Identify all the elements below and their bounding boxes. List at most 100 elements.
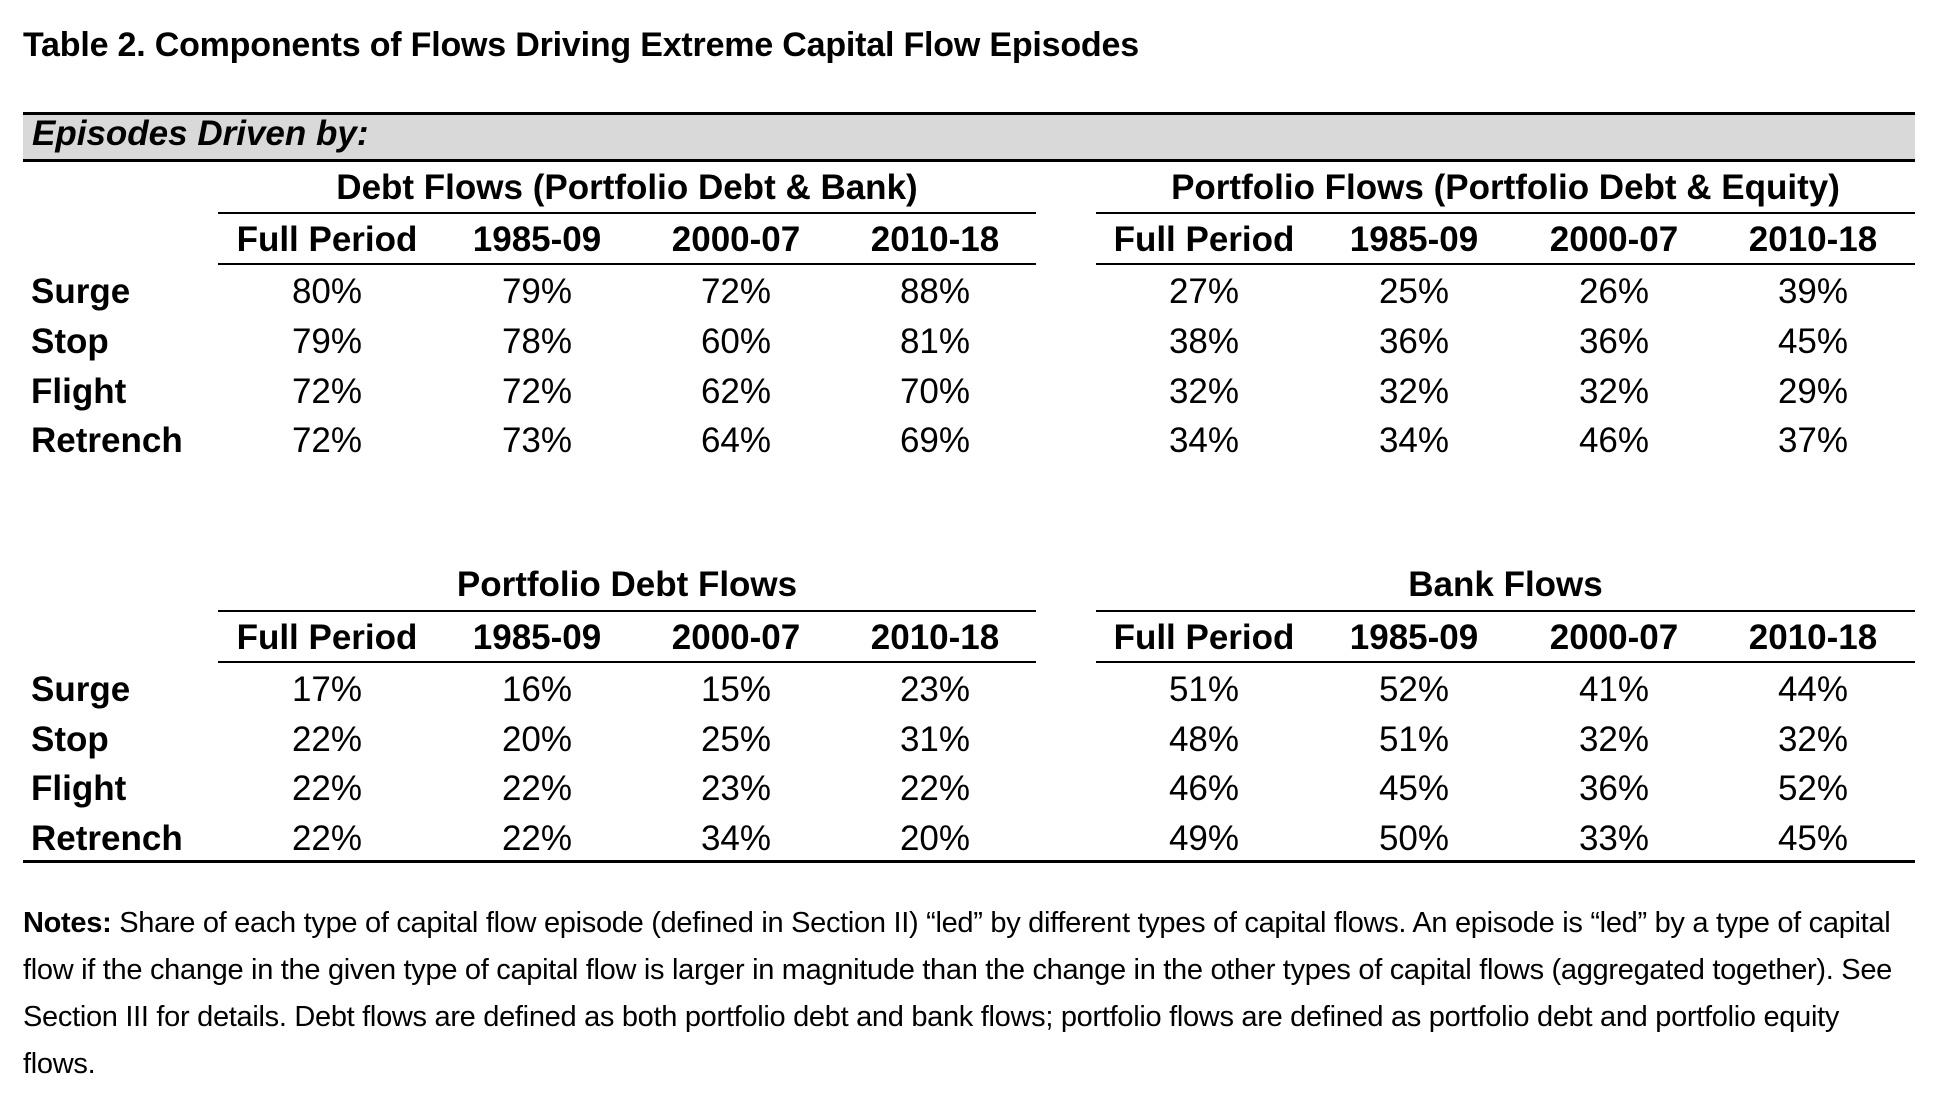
table-cell: 38%: [1168, 322, 1240, 361]
table-cell: 73%: [501, 421, 573, 460]
table-cell: 48%: [1168, 720, 1240, 759]
column-header: 2010-18: [1748, 220, 1878, 259]
column-header: 2010-18: [870, 220, 1000, 259]
panel-title: Portfolio Debt Flows: [456, 565, 798, 604]
table-cell: 27%: [1168, 272, 1240, 311]
table-cell: 36%: [1378, 322, 1450, 361]
table-cell: 22%: [501, 769, 573, 808]
table-cell: 31%: [899, 720, 971, 759]
table-cell: 50%: [1378, 819, 1450, 858]
row-label: Retrench: [31, 421, 183, 460]
table-cell: 15%: [700, 670, 772, 709]
table-cell: 33%: [1578, 819, 1650, 858]
column-header: 2000-07: [1549, 220, 1679, 259]
table-cell: 64%: [700, 421, 772, 460]
table-cell: 32%: [1168, 372, 1240, 411]
table-notes: Notes: Share of each type of capital flo…: [23, 900, 1913, 1088]
table-cell: 23%: [899, 670, 971, 709]
panel-title-rule: [1096, 610, 1915, 612]
row-label: Surge: [31, 670, 131, 709]
table-cell: 78%: [501, 322, 573, 361]
column-header-rule: [218, 263, 1036, 265]
episodes-band: [23, 115, 1915, 159]
bottom-rule: [23, 860, 1915, 863]
table-cell: 36%: [1578, 769, 1650, 808]
row-label: Surge: [31, 272, 131, 311]
table-cell: 32%: [1578, 720, 1650, 759]
column-header: 1985-09: [1349, 220, 1479, 259]
column-header: 2000-07: [1549, 618, 1679, 657]
table-cell: 52%: [1378, 670, 1450, 709]
table-cell: 49%: [1168, 819, 1240, 858]
row-label: Stop: [31, 322, 109, 361]
table-cell: 72%: [291, 372, 363, 411]
table-cell: 45%: [1777, 819, 1849, 858]
column-header: Full Period: [236, 618, 418, 657]
row-label: Flight: [31, 769, 127, 808]
table-cell: 26%: [1578, 272, 1650, 311]
column-header: Full Period: [1113, 618, 1295, 657]
table-title: Table 2. Components of Flows Driving Ext…: [23, 26, 1139, 64]
table-cell: 22%: [291, 769, 363, 808]
table-cell: 17%: [291, 670, 363, 709]
table-cell: 36%: [1578, 322, 1650, 361]
table-cell: 22%: [899, 769, 971, 808]
table-cell: 25%: [700, 720, 772, 759]
column-header: 2010-18: [1748, 618, 1878, 657]
table-cell: 41%: [1578, 670, 1650, 709]
panel-title: Bank Flows: [1408, 565, 1603, 604]
row-label: Stop: [31, 720, 109, 759]
table-cell: 72%: [501, 372, 573, 411]
table-cell: 32%: [1777, 720, 1849, 759]
table-cell: 22%: [291, 819, 363, 858]
table-cell: 29%: [1777, 372, 1849, 411]
band-bottom-rule: [23, 159, 1915, 162]
table-cell: 45%: [1777, 322, 1849, 361]
top-rule: [23, 112, 1915, 115]
column-header-rule: [1096, 263, 1915, 265]
column-header: 1985-09: [472, 618, 602, 657]
table-cell: 32%: [1378, 372, 1450, 411]
table-cell: 72%: [700, 272, 772, 311]
table-cell: 39%: [1777, 272, 1849, 311]
column-header: 1985-09: [1349, 618, 1479, 657]
table-cell: 51%: [1378, 720, 1450, 759]
row-label: Flight: [31, 372, 127, 411]
table-cell: 45%: [1378, 769, 1450, 808]
table-cell: 79%: [291, 322, 363, 361]
table-cell: 80%: [291, 272, 363, 311]
table-cell: 34%: [1378, 421, 1450, 460]
row-label: Retrench: [31, 819, 183, 858]
column-header: 1985-09: [472, 220, 602, 259]
table-cell: 22%: [501, 819, 573, 858]
table-cell: 46%: [1578, 421, 1650, 460]
table-cell: 20%: [501, 720, 573, 759]
column-header: 2010-18: [870, 618, 1000, 657]
table-cell: 37%: [1777, 421, 1849, 460]
table-cell: 60%: [700, 322, 772, 361]
table-cell: 32%: [1578, 372, 1650, 411]
column-header: 2000-07: [671, 618, 801, 657]
table-cell: 62%: [700, 372, 772, 411]
panel-title-rule: [218, 212, 1036, 214]
column-header: 2000-07: [671, 220, 801, 259]
table-cell: 25%: [1378, 272, 1450, 311]
episodes-band-label: Episodes Driven by:: [32, 114, 369, 153]
table-cell: 88%: [899, 272, 971, 311]
table-cell: 51%: [1168, 670, 1240, 709]
notes-label: Notes:: [23, 907, 112, 939]
notes-text: Share of each type of capital flow episo…: [23, 907, 1892, 1080]
table-cell: 52%: [1777, 769, 1849, 808]
panel-title: Debt Flows (Portfolio Debt & Bank): [336, 168, 918, 207]
panel-title-rule: [218, 610, 1036, 612]
column-header: Full Period: [1113, 220, 1295, 259]
table-cell: 23%: [700, 769, 772, 808]
table-cell: 44%: [1777, 670, 1849, 709]
panel-title-rule: [1096, 212, 1915, 214]
table-cell: 81%: [899, 322, 971, 361]
panel-title: Portfolio Flows (Portfolio Debt & Equity…: [1171, 168, 1840, 207]
table-cell: 79%: [501, 272, 573, 311]
table-cell: 20%: [899, 819, 971, 858]
table-cell: 34%: [1168, 421, 1240, 460]
table-cell: 34%: [700, 819, 772, 858]
